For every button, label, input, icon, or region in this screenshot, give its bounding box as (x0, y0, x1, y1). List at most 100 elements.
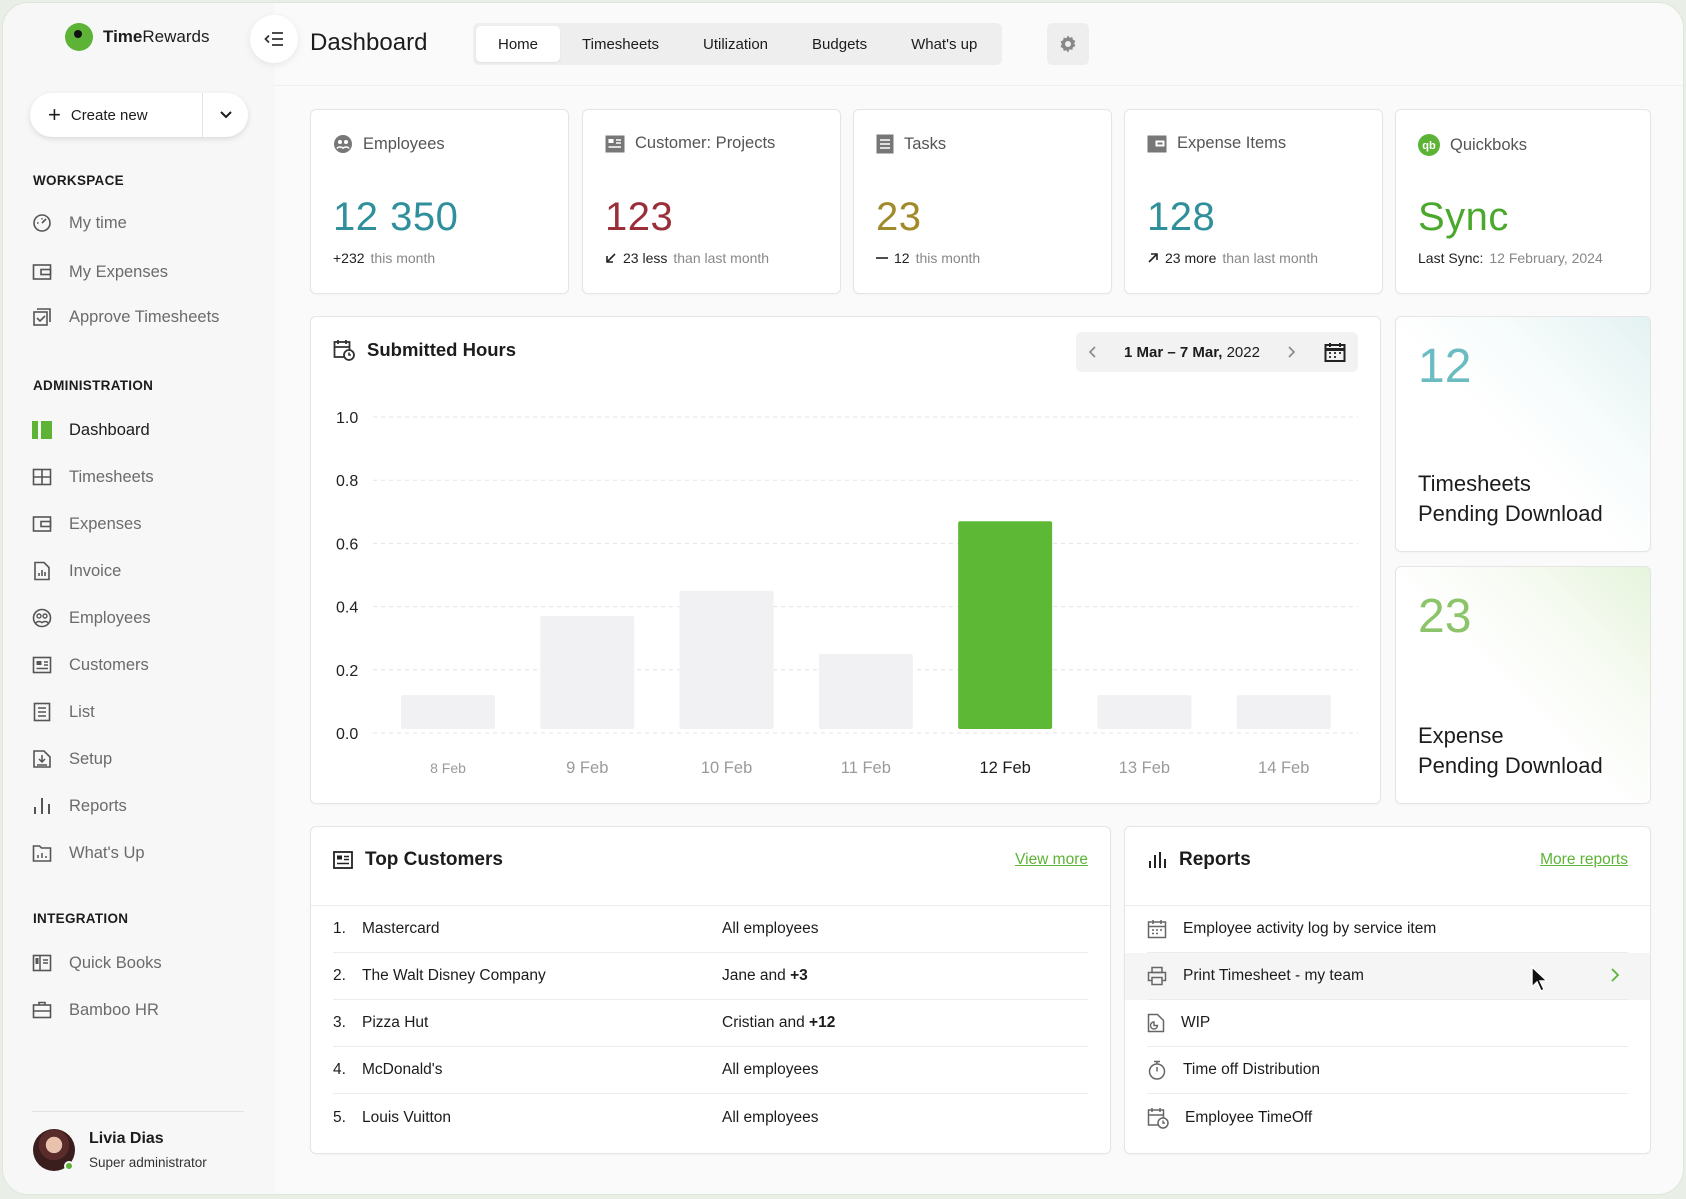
date-range-picker[interactable]: 1 Mar – 7 Mar, 2022 (1076, 332, 1358, 372)
divider (32, 1111, 244, 1112)
pending-value: 23 (1418, 590, 1472, 643)
report-item[interactable]: Time off Distribution (1125, 1047, 1650, 1094)
customer-row[interactable]: 4. McDonald's All employees (333, 1047, 1088, 1094)
divider (1125, 905, 1650, 906)
customer-row[interactable]: 2. The Walt Disney Company Jane and +3 (333, 953, 1088, 1000)
x-tick-label: 11 Feb (841, 759, 891, 777)
sidebar-item-label: Setup (69, 749, 113, 768)
wallet-icon (31, 513, 53, 535)
invoice-icon (31, 560, 53, 582)
panel-title: Top Customers (333, 849, 503, 871)
sidebar-item-whats-up[interactable]: What's Up (31, 839, 145, 867)
customer-row[interactable]: 5. Louis Vuitton All employees (333, 1094, 1088, 1141)
collapse-icon (264, 32, 283, 46)
sidebar-item-bamboo-hr[interactable]: Bamboo HR (31, 996, 159, 1024)
wallet-icon (1147, 135, 1167, 152)
stat-delta: 23 more than last month (1147, 250, 1318, 266)
tab-timesheets[interactable]: Timesheets (582, 35, 659, 53)
timesheets-pending-card[interactable]: 12 Timesheets Pending Download (1395, 316, 1651, 552)
tab-home[interactable]: Home (476, 26, 561, 62)
expense-pending-card[interactable]: 23 Expense Pending Download (1395, 566, 1651, 804)
sidebar-item-invoice[interactable]: Invoice (31, 557, 121, 585)
tab-utilization[interactable]: Utilization (703, 35, 769, 53)
bar[interactable] (1097, 695, 1192, 729)
stat-card-quickbooks[interactable]: qb Quickboks Sync Last Sync: 12 February… (1395, 109, 1651, 294)
x-tick-label: 13 Feb (1119, 759, 1170, 777)
sidebar-item-my-expenses[interactable]: My Expenses (31, 258, 168, 286)
customer-rank: 1. (333, 920, 346, 937)
stat-card-employees[interactable]: Employees 12 350 +232 this month (310, 109, 569, 294)
customer-name: Pizza Hut (362, 1014, 429, 1031)
stat-header: qb Quickboks (1418, 134, 1527, 156)
create-new-dropdown[interactable] (202, 93, 248, 137)
customer-rank: 3. (333, 1014, 346, 1031)
customer-name: Mastercard (362, 920, 440, 937)
sidebar-item-label: What's Up (69, 843, 145, 862)
y-tick-label: 1.0 (336, 410, 358, 427)
report-label: Employee TimeOff (1185, 1108, 1313, 1126)
sidebar-item-reports[interactable]: Reports (31, 792, 127, 820)
brand[interactable]: TimeRewards (65, 23, 209, 51)
create-new-main[interactable]: + Create new (30, 93, 202, 137)
calendar-clock-icon (1147, 1107, 1169, 1129)
id-card-icon (605, 135, 625, 152)
sidebar-item-customers[interactable]: Customers (31, 651, 149, 679)
pending-value: 12 (1418, 340, 1472, 393)
stat-delta-text: than last month (1222, 250, 1319, 266)
report-item[interactable]: Print Timesheet - my team (1125, 953, 1650, 1000)
bar[interactable] (958, 521, 1053, 729)
sidebar-item-approve-timesheets[interactable]: Approve Timesheets (31, 303, 219, 331)
customer-employees: All employees (722, 1108, 819, 1126)
collapse-sidebar-button[interactable] (250, 15, 298, 63)
sidebar-item-quick-books[interactable]: Quick Books (31, 949, 162, 977)
sidebar-item-my-time[interactable]: My time (31, 209, 127, 237)
customer-row[interactable]: 3. Pizza Hut Cristian and +12 (333, 1000, 1088, 1047)
section-administration: ADMINISTRATION (33, 378, 154, 393)
stat-card-customer-projects[interactable]: Customer: Projects 123 23 less than last… (582, 109, 841, 294)
tab-whats-up[interactable]: What's up (911, 35, 978, 53)
create-new-button[interactable]: + Create new (30, 93, 248, 137)
calendar-icon[interactable] (1324, 342, 1346, 362)
sidebar-item-dashboard[interactable]: Dashboard (31, 416, 150, 444)
last-sync-date: 12 February, 2024 (1489, 250, 1603, 266)
submitted-hours-card: Submitted Hours 1 Mar – 7 Mar, 2022 0.0 0… (310, 316, 1381, 804)
bar-chart-icon (1149, 852, 1166, 868)
sidebar-item-label: Customers (69, 655, 149, 674)
stat-label: Customer: Projects (635, 134, 776, 152)
sidebar-item-setup[interactable]: Setup (31, 745, 112, 773)
report-item[interactable]: Employee TimeOff (1125, 1094, 1650, 1141)
stat-delta-value: 23 more (1165, 250, 1217, 266)
report-item[interactable]: Employee activity log by service item (1125, 906, 1650, 953)
view-more-link[interactable]: View more (1015, 851, 1088, 868)
x-tick-label: 14 Feb (1258, 759, 1309, 777)
sidebar-item-label: Dashboard (69, 420, 150, 439)
stat-card-tasks[interactable]: Tasks 23 12 this month (853, 109, 1112, 294)
chart-title: Submitted Hours (333, 339, 516, 361)
bar[interactable] (540, 616, 635, 729)
tab-budgets[interactable]: Budgets (812, 35, 868, 53)
sidebar-item-label: Approve Timesheets (69, 307, 220, 326)
pending-label-line2: Pending Download (1418, 501, 1603, 526)
report-item[interactable]: WIP (1125, 1000, 1650, 1047)
gauge-icon (31, 212, 53, 234)
people-icon (31, 607, 53, 629)
bar[interactable] (818, 654, 913, 729)
chevron-left-icon[interactable] (1088, 345, 1098, 359)
pending-label-line2: Pending Download (1418, 753, 1603, 778)
bar[interactable] (1236, 695, 1331, 729)
chevron-right-icon[interactable] (1286, 345, 1296, 359)
sidebar-item-expenses[interactable]: Expenses (31, 510, 141, 538)
stat-card-expense-items[interactable]: Expense Items 128 23 more than last mont… (1124, 109, 1383, 294)
sidebar-item-timesheets[interactable]: Timesheets (31, 463, 154, 491)
more-reports-link[interactable]: More reports (1540, 851, 1628, 868)
settings-button[interactable] (1047, 23, 1089, 65)
bar[interactable] (401, 695, 495, 729)
date-range-year: 2022 (1222, 343, 1260, 361)
customer-row[interactable]: 1. Mastercard All employees (333, 906, 1088, 953)
sidebar-item-employees[interactable]: Employees (31, 604, 151, 632)
sidebar-item-label: Quick Books (69, 953, 162, 972)
approve-icon (31, 306, 53, 328)
bar[interactable] (679, 590, 774, 729)
sidebar-item-list[interactable]: List (31, 698, 95, 726)
